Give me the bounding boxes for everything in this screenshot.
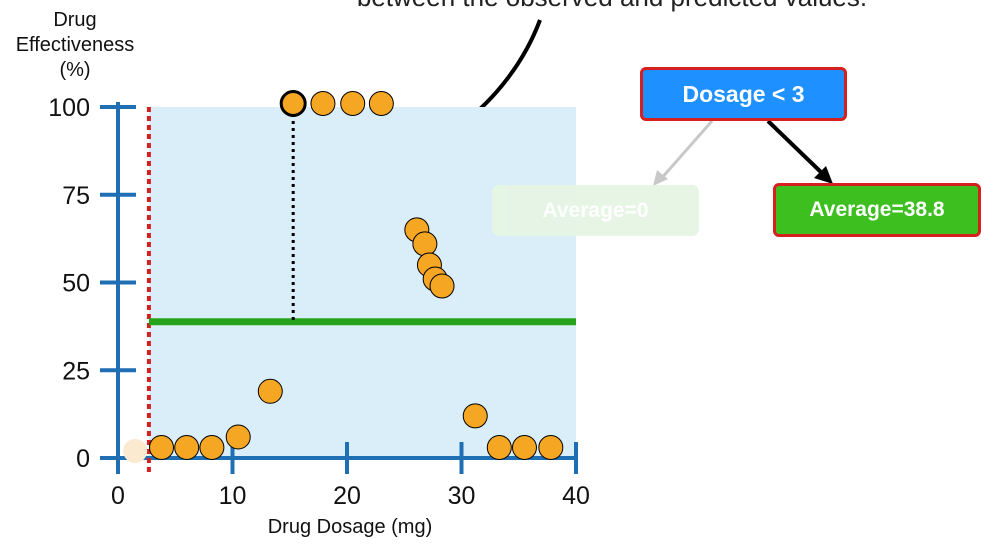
tree-left-branch (658, 120, 714, 181)
tree-right-leaf-label: Average=38.8 (809, 198, 945, 221)
data-point (199, 434, 225, 460)
highlighted-data-point (279, 89, 307, 117)
x-tick-label: 0 (111, 482, 125, 510)
data-point (486, 434, 512, 460)
y-axis-label: (%) (59, 59, 90, 81)
data-point (462, 403, 488, 429)
data-point (511, 434, 537, 460)
x-tick-label: 30 (448, 482, 476, 510)
x-tick-label: 40 (562, 482, 590, 510)
faded-data-point (123, 438, 148, 463)
tree-left-arrowhead (653, 170, 668, 186)
tree-root-label: Dosage < 3 (682, 80, 805, 107)
y-tick-label: 25 (62, 357, 90, 385)
tree-left-leaf: Average=0 (492, 185, 699, 236)
tree-root-node: Dosage < 3 (640, 67, 847, 121)
plot-background-band (148, 107, 577, 458)
tree-right-arrowhead (814, 166, 833, 184)
data-point (149, 434, 175, 460)
x-tick-label: 10 (219, 482, 247, 510)
y-tick-label: 50 (62, 270, 90, 298)
tree-left-leaf-label: Average=0 (542, 198, 649, 222)
data-point (225, 424, 251, 450)
data-point (538, 434, 564, 460)
y-tick-label: 100 (48, 94, 90, 122)
tree-right-branch (766, 119, 827, 178)
y-tick-label: 75 (62, 182, 90, 210)
x-axis-label: Drug Dosage (mg) (268, 516, 433, 538)
data-point (412, 231, 438, 257)
data-point (340, 90, 366, 116)
data-point (368, 90, 394, 116)
y-axis-label: Drug (53, 9, 96, 31)
data-point (310, 90, 336, 116)
data-point (257, 378, 283, 404)
y-axis-label: Effectiveness (16, 34, 135, 56)
data-point (429, 273, 455, 299)
x-tick-label: 20 (333, 482, 361, 510)
caption-text: between the observed and predicted value… (357, 0, 867, 12)
tree-right-leaf: Average=38.8 (773, 183, 981, 237)
y-tick-label: 0 (76, 445, 90, 473)
data-point (174, 434, 200, 460)
